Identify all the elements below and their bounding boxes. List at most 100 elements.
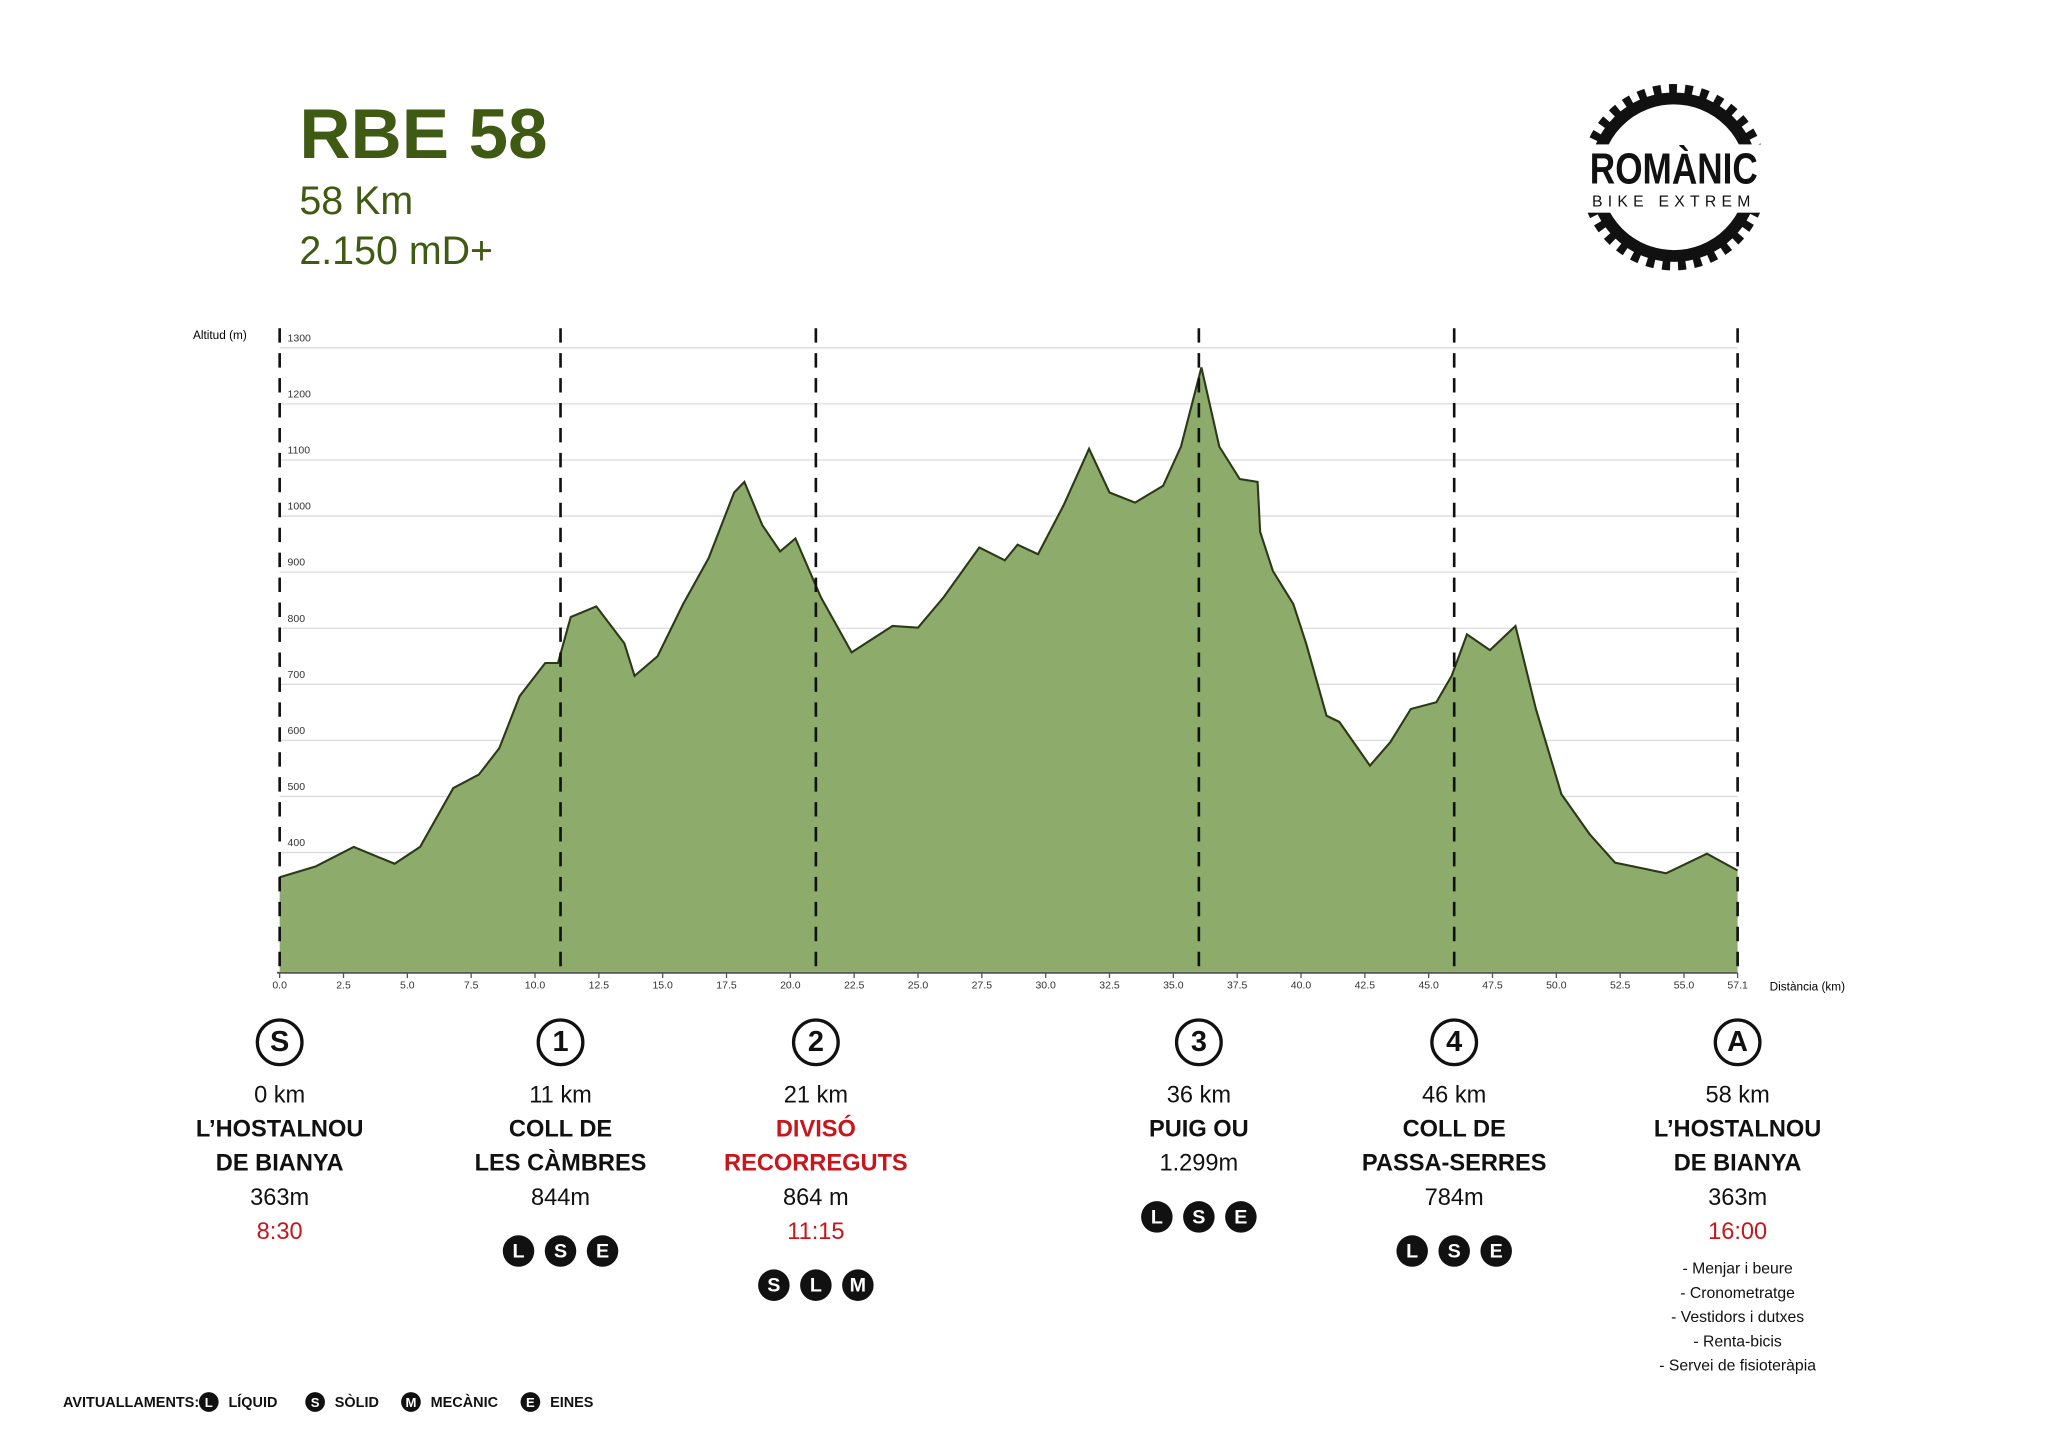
y-tick-label: 700: [288, 669, 306, 681]
legend-icon-label: L: [205, 1395, 213, 1410]
service-icon: [544, 1235, 577, 1267]
checkpoint-note: - Menjar i beure: [1682, 1261, 1793, 1278]
service-icon-label: S: [1192, 1206, 1205, 1228]
checkpoint-distance: 11 km: [529, 1082, 592, 1108]
x-tick-label: 32.5: [1099, 980, 1120, 992]
checkpoint-distance: 46 km: [1422, 1082, 1486, 1108]
legend-label: SÒLID: [335, 1393, 379, 1411]
service-icon-label: E: [596, 1241, 609, 1263]
checkpoint-name: PASSA-SERRES: [1362, 1151, 1547, 1177]
x-tick-label: 52.5: [1610, 980, 1631, 992]
x-tick-label: 22.5: [844, 980, 865, 992]
checkpoint-icon-label: S: [270, 1026, 289, 1058]
legend-label: LÍQUID: [228, 1394, 277, 1411]
service-icon: [502, 1235, 535, 1267]
checkpoint-name: COLL DE: [1403, 1117, 1506, 1143]
x-tick-label: 20.0: [780, 980, 801, 992]
service-icon-label: M: [850, 1275, 866, 1297]
x-axis-label: Distància (km): [1770, 979, 1845, 993]
checkpoint-altitude: 1.299m: [1159, 1151, 1238, 1177]
y-tick-label: 1300: [288, 332, 312, 344]
checkpoint-icon: [791, 1018, 840, 1067]
checkpoint-altitude: 864 m: [783, 1185, 849, 1211]
checkpoint-name: DIVISÓ: [776, 1115, 856, 1143]
checkpoint-icon-label: 4: [1446, 1026, 1462, 1058]
service-icon: [842, 1269, 874, 1301]
checkpoint-distance: 21 km: [784, 1082, 848, 1108]
x-tick-label: 12.5: [589, 980, 610, 992]
checkpoint-icon-label: A: [1727, 1026, 1748, 1058]
checkpoint-name: PUIG OU: [1149, 1117, 1249, 1143]
x-tick-label: 2.5: [336, 980, 351, 992]
x-tick-label: 37.5: [1227, 980, 1248, 992]
checkpoint-altitude: 363m: [250, 1185, 309, 1211]
x-tick-label: 55.0: [1674, 980, 1695, 992]
legend-icon: [305, 1392, 325, 1412]
service-icon-label: S: [554, 1241, 567, 1263]
checkpoint-name: L’HOSTALNOU: [1654, 1117, 1821, 1143]
service-icon: [800, 1269, 832, 1301]
checkpoint-name: COLL DE: [509, 1117, 612, 1143]
logo-gap: [1575, 144, 1773, 213]
checkpoint-time: 8:30: [257, 1219, 303, 1245]
service-icon-label: E: [1234, 1206, 1247, 1228]
service-icon: [1183, 1201, 1215, 1233]
checkpoint-time: 16:00: [1708, 1219, 1767, 1245]
y-tick-label: 500: [288, 781, 306, 793]
checkpoint-name: L’HOSTALNOU: [196, 1117, 363, 1143]
x-tick-label: 40.0: [1291, 980, 1312, 992]
x-tick-label: 42.5: [1355, 980, 1376, 992]
legend-icon: [198, 1392, 219, 1412]
checkpoint-distance: 0 km: [254, 1082, 305, 1108]
logo: ROMÀNIC BIKE EXTREM: [1575, 84, 1773, 271]
service-icon: [1396, 1235, 1428, 1267]
service-icon-label: E: [1490, 1241, 1503, 1263]
service-icon: [586, 1235, 619, 1267]
legend-label: EINES: [550, 1395, 594, 1411]
checkpoint-icon-label: 3: [1191, 1026, 1207, 1058]
checkpoint-icon: [1713, 1018, 1762, 1067]
y-tick-label: 400: [288, 837, 306, 849]
checkpoint-note: - Cronometratge: [1680, 1285, 1795, 1302]
x-tick-label: 25.0: [908, 980, 929, 992]
checkpoint-name: DE BIANYA: [216, 1151, 344, 1177]
service-icon-label: L: [810, 1275, 822, 1297]
logo-name: ROMÀNIC: [1590, 145, 1758, 193]
x-tick-label: 0.0: [272, 980, 287, 992]
service-icon-label: L: [1151, 1206, 1163, 1228]
distance: 58 Km: [299, 179, 413, 223]
checkpoint-distance: 36 km: [1167, 1082, 1231, 1108]
x-tick-label: 7.5: [464, 980, 479, 992]
checkpoint-note: - Vestidors i dutxes: [1671, 1309, 1804, 1326]
checkpoint-time: 11:15: [787, 1219, 844, 1245]
x-tick-label: 45.0: [1418, 980, 1439, 992]
legend-icon: [520, 1392, 541, 1412]
service-icon: [1141, 1201, 1173, 1233]
x-tick-label: 15.0: [652, 980, 673, 992]
legend-icon-label: E: [526, 1395, 535, 1410]
x-tick-label: 30.0: [1035, 980, 1056, 992]
service-icon-label: L: [1406, 1241, 1418, 1263]
service-icon: [758, 1269, 790, 1301]
checkpoint-note: - Renta-bicis: [1693, 1333, 1782, 1350]
x-tick-label: 57.1: [1727, 980, 1748, 992]
legend-title: AVITUALLAMENTS:: [63, 1395, 199, 1411]
y-tick-label: 600: [288, 725, 306, 737]
x-tick-label: 50.0: [1546, 980, 1567, 992]
y-tick-label: 1000: [288, 501, 312, 513]
checkpoint-icon: [1174, 1018, 1223, 1067]
legend-icon-label: S: [311, 1395, 320, 1410]
checkpoint-name: RECORREGUTS: [724, 1151, 908, 1177]
checkpoint-altitude: 844m: [531, 1185, 590, 1211]
checkpoint-distance: 58 km: [1705, 1082, 1769, 1108]
x-tick-label: 5.0: [400, 980, 415, 992]
checkpoint-altitude: 784m: [1425, 1185, 1484, 1211]
x-tick-label: 35.0: [1163, 980, 1184, 992]
x-tick-label: 17.5: [716, 980, 737, 992]
title: RBE 58: [299, 95, 547, 174]
x-tick-label: 10.0: [525, 980, 546, 992]
checkpoint-note: - Servei de fisioteràpia: [1659, 1358, 1816, 1375]
checkpoint-icon-label: 2: [808, 1026, 824, 1058]
x-tick-label: 47.5: [1482, 980, 1503, 992]
